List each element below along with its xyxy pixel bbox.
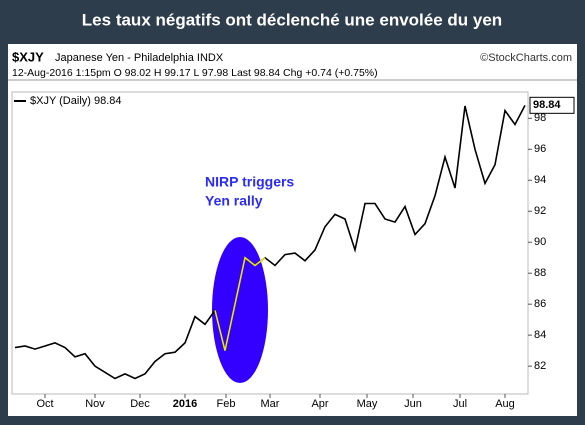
annotation: NIRP triggers: [205, 174, 294, 190]
x-tick-label: Dec: [130, 398, 150, 410]
x-tick-label: Aug: [495, 398, 515, 410]
last-value-box: [529, 96, 575, 114]
x-tick-label: Nov: [85, 398, 105, 410]
y-tick-label: 90: [534, 236, 546, 248]
x-tick-label: Apr: [311, 398, 328, 410]
last-value-label: 98.84: [533, 99, 561, 111]
x-tick-label: Jul: [453, 398, 467, 410]
credit: ©StockCharts.com: [480, 52, 572, 64]
highlight-line: [214, 256, 266, 351]
y-tick-label: 96: [534, 143, 546, 155]
symbol: $XJY: [12, 49, 44, 64]
legend-label: $XJY (Daily) 98.84: [30, 95, 122, 107]
x-tick-label: Oct: [36, 398, 53, 410]
chart-title: Les taux négatifs ont déclenché une envo…: [82, 10, 502, 29]
x-tick-label: Feb: [217, 398, 236, 410]
x-tick-label: Mar: [261, 398, 280, 410]
y-tick-label: 94: [534, 174, 546, 186]
price-line: [14, 104, 526, 380]
x-tick-label: Jun: [404, 398, 422, 410]
quote-line: 12-Aug-2016 1:15pm O 98.02 H 99.17 L 97.…: [12, 67, 378, 79]
y-tick-label: 92: [534, 205, 546, 217]
highlight-ellipse: [212, 237, 268, 383]
annotation: Yen rally: [205, 193, 263, 209]
chart-panel: [8, 44, 577, 416]
subtitle: Japanese Yen - Philadelphia INDX: [55, 52, 224, 64]
y-tick-label: 98: [534, 112, 546, 124]
x-tick-label: 2016: [173, 398, 197, 410]
y-tick-label: 86: [534, 298, 546, 310]
y-tick-label: 88: [534, 267, 546, 279]
x-tick-label: May: [357, 398, 378, 410]
y-tick-label: 82: [534, 360, 546, 372]
y-tick-label: 84: [534, 329, 546, 341]
